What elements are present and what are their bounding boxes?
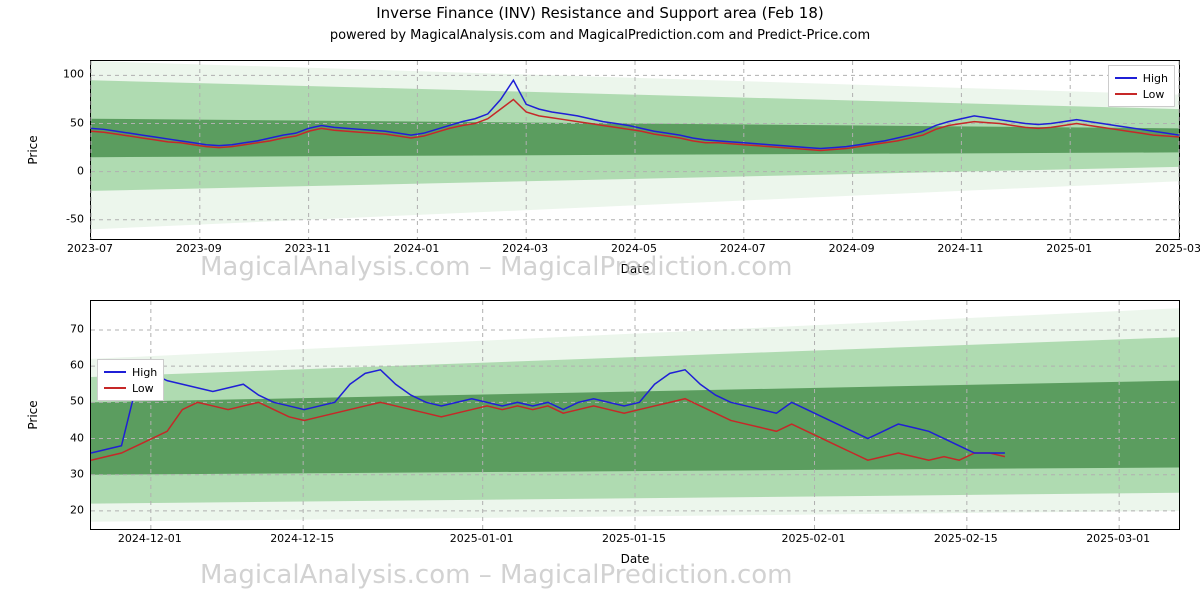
x-tick-label: 2024-07 (720, 242, 766, 255)
watermark-bottom: MagicalAnalysis.com – MagicalPrediction.… (200, 560, 793, 590)
bottom-panel: High Low (90, 300, 1180, 530)
y-tick-label: 30 (46, 467, 84, 480)
legend-label-low: Low (1143, 88, 1165, 101)
y-tick-label: 100 (46, 68, 84, 81)
legend-label-high: High (1143, 72, 1168, 85)
legend-swatch-low-b (104, 387, 126, 389)
legend-swatch-low (1115, 93, 1137, 95)
x-tick-label: 2024-11 (937, 242, 983, 255)
x-tick-label: 2024-03 (502, 242, 548, 255)
x-tick-label: 2025-03 (1155, 242, 1200, 255)
bottom-y-axis-label: Price (26, 400, 40, 429)
top-y-axis-label: Price (26, 135, 40, 164)
top-panel-plot (91, 61, 1179, 239)
x-tick-label: 2025-01-15 (602, 532, 666, 545)
x-tick-label: 2024-01 (393, 242, 439, 255)
x-tick-label: 2025-01 (1046, 242, 1092, 255)
y-tick-label: 50 (46, 116, 84, 129)
x-tick-label: 2023-11 (285, 242, 331, 255)
legend-label-low-b: Low (132, 382, 154, 395)
bottom-panel-plot (91, 301, 1179, 529)
watermark-top: MagicalAnalysis.com – MagicalPrediction.… (200, 252, 793, 282)
top-panel: High Low (90, 60, 1180, 240)
top-legend: High Low (1108, 65, 1175, 107)
x-tick-label: 2023-07 (67, 242, 113, 255)
legend-swatch-high-b (104, 371, 126, 373)
y-tick-label: 60 (46, 359, 84, 372)
x-tick-label: 2024-05 (611, 242, 657, 255)
top-x-axis-label: Date (621, 262, 650, 276)
y-tick-label: 40 (46, 431, 84, 444)
x-tick-label: 2024-12-15 (270, 532, 334, 545)
legend-item-high: High (1115, 70, 1168, 86)
legend-item-low-b: Low (104, 380, 157, 396)
chart-subtitle: powered by MagicalAnalysis.com and Magic… (0, 28, 1200, 43)
chart-figure: Inverse Finance (INV) Resistance and Sup… (0, 0, 1200, 600)
x-tick-label: 2025-02-15 (934, 532, 998, 545)
x-tick-label: 2024-12-01 (118, 532, 182, 545)
x-tick-label: 2023-09 (176, 242, 222, 255)
y-tick-label: 0 (46, 164, 84, 177)
x-tick-label: 2024-09 (829, 242, 875, 255)
bottom-x-axis-label: Date (621, 552, 650, 566)
legend-item-low: Low (1115, 86, 1168, 102)
y-tick-label: 50 (46, 395, 84, 408)
x-tick-label: 2025-03-01 (1086, 532, 1150, 545)
bottom-legend: High Low (97, 359, 164, 401)
y-tick-label: -50 (46, 212, 84, 225)
chart-title: Inverse Finance (INV) Resistance and Sup… (0, 4, 1200, 22)
x-tick-label: 2025-02-01 (782, 532, 846, 545)
x-tick-label: 2025-01-01 (450, 532, 514, 545)
legend-label-high-b: High (132, 366, 157, 379)
y-tick-label: 20 (46, 503, 84, 516)
legend-swatch-high (1115, 77, 1137, 79)
legend-item-high-b: High (104, 364, 157, 380)
y-tick-label: 70 (46, 322, 84, 335)
